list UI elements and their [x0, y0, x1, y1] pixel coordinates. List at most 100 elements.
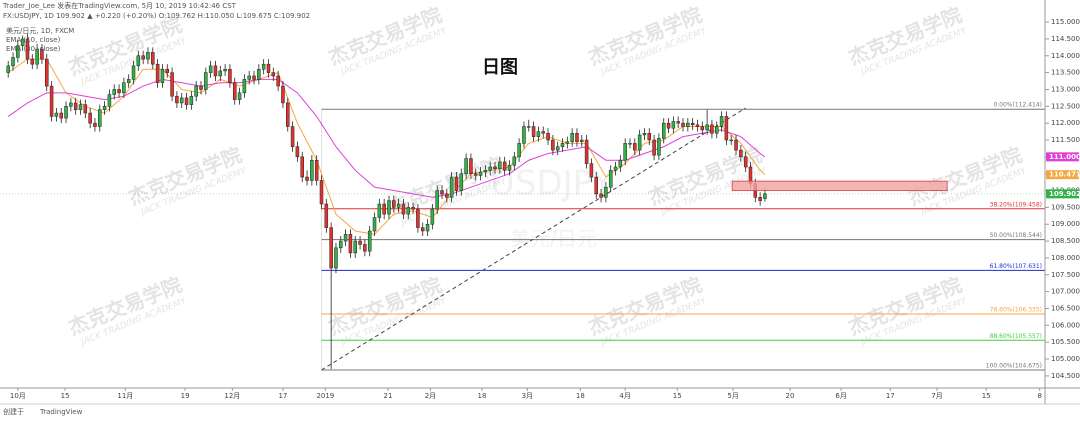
- candle-body: [618, 159, 623, 168]
- candle-body: [25, 38, 30, 60]
- candle-body: [208, 65, 213, 73]
- symbol-line: FX:USDJPY, 1D 109.902 ▲ +0.220 (+0.20%) …: [3, 12, 310, 20]
- candle-body: [54, 112, 59, 117]
- candle-body: [715, 126, 719, 134]
- candle-body: [88, 112, 92, 124]
- x-tick-label: 15: [61, 392, 70, 400]
- y-tick-label: 104.500: [1051, 372, 1080, 380]
- candle-body: [690, 122, 695, 126]
- candle-body: [483, 170, 488, 173]
- fib-label: 0.00%(112.414): [993, 102, 1042, 109]
- candle-body: [151, 52, 155, 65]
- candle-body: [271, 72, 276, 77]
- footer-created: 创建于: [3, 407, 24, 416]
- candle-body: [435, 190, 439, 210]
- candle-body: [11, 57, 15, 67]
- candle-body: [392, 200, 396, 208]
- candle-body: [146, 52, 150, 60]
- candle-body: [527, 126, 531, 128]
- candle-body: [507, 165, 512, 171]
- candle-body: [522, 126, 526, 144]
- price-label-bg: [1046, 170, 1079, 180]
- candle-body: [155, 63, 160, 83]
- candle-body: [671, 121, 676, 129]
- candle-body: [546, 133, 550, 141]
- footer-brand[interactable]: TradingView: [39, 408, 83, 416]
- candle-body: [73, 102, 78, 110]
- candle-body: [363, 244, 367, 252]
- fib-label: 38.20%(109.458): [990, 201, 1042, 208]
- candle-body: [734, 139, 738, 151]
- x-tick-label: 17: [278, 392, 287, 400]
- candle-body: [78, 104, 83, 110]
- y-tick-label: 113.500: [1051, 69, 1080, 77]
- candle-body: [252, 75, 256, 80]
- candle-body: [358, 240, 362, 245]
- legend-ema-long: EMA (30, close): [6, 45, 61, 53]
- candle-body: [295, 146, 300, 158]
- price-label: 110.471: [1049, 171, 1080, 179]
- candle-body: [661, 122, 666, 139]
- candle-body: [49, 85, 54, 117]
- candle-body: [102, 106, 107, 110]
- candle-body: [502, 161, 507, 171]
- candle-body: [218, 70, 223, 77]
- y-tick-label: 111.500: [1051, 136, 1080, 144]
- candle-body: [604, 186, 608, 198]
- candle-body: [464, 158, 468, 174]
- candle-body: [314, 159, 319, 181]
- candle-body: [512, 156, 517, 166]
- y-tick-label: 112.000: [1051, 119, 1080, 127]
- fib-label: 100.00%(104.675): [986, 362, 1042, 369]
- candle-body: [83, 104, 88, 114]
- x-tick-label: 15: [673, 392, 682, 400]
- candle-body: [695, 124, 700, 127]
- trend-line: [321, 107, 746, 371]
- y-tick-label: 109.000: [1051, 220, 1080, 228]
- y-tick-label: 106.000: [1051, 321, 1080, 329]
- candle-body: [425, 223, 430, 232]
- x-tick-label: 21: [384, 392, 393, 400]
- candle-body: [290, 126, 295, 147]
- x-tick-label: 19: [181, 392, 190, 400]
- candle-body: [64, 106, 68, 119]
- candle-body: [710, 124, 714, 134]
- candle-body: [6, 65, 10, 73]
- candle-body: [676, 121, 680, 124]
- y-tick-label: 105.500: [1051, 338, 1080, 346]
- candle-body: [647, 133, 652, 141]
- candle-body: [724, 116, 729, 141]
- legend-symbol: 美元/日元, 1D, FXCM: [6, 26, 74, 35]
- candle-body: [122, 82, 126, 94]
- candle-body: [107, 94, 112, 107]
- candle-body: [281, 85, 285, 104]
- x-tick-label: 2月: [425, 392, 436, 400]
- ema-line: [7, 78, 766, 198]
- candle-body: [488, 166, 492, 171]
- candle-body: [743, 156, 748, 168]
- x-tick-label: 3月: [522, 392, 533, 400]
- candle-body: [633, 143, 637, 151]
- legend-ema-short: EMA (10, close): [6, 36, 61, 44]
- candle-body: [348, 234, 353, 254]
- candle-body: [652, 139, 656, 156]
- price-label-bg: [1046, 152, 1079, 162]
- candle-body: [763, 193, 767, 199]
- candle-body: [59, 112, 63, 119]
- candle-body: [324, 203, 329, 228]
- candle-body: [705, 124, 709, 131]
- candle-body: [329, 227, 333, 269]
- candle-body: [729, 139, 733, 142]
- ema-line: [7, 58, 766, 235]
- fib-label: 78.60%(106.335): [990, 307, 1042, 314]
- candle-body: [681, 122, 685, 127]
- candle-body: [372, 217, 377, 232]
- candle-body: [555, 146, 560, 151]
- x-tick-label: 20: [786, 392, 795, 400]
- candle-body: [387, 200, 391, 215]
